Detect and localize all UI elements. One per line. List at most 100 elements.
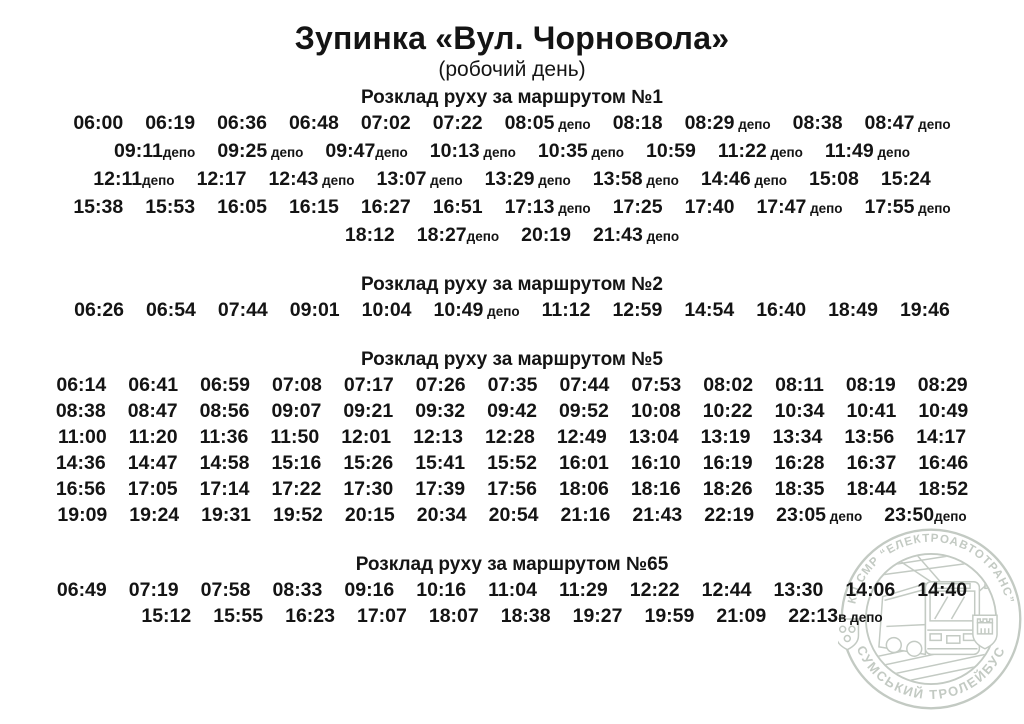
- time-entry: 11:12: [541, 299, 591, 321]
- time-entry: 12:59: [612, 299, 663, 321]
- time-entry: 13:19: [700, 426, 751, 448]
- time-entry: 09:25 депо: [217, 138, 303, 166]
- time-entry: 13:56: [844, 426, 895, 448]
- time-entry: 13:04: [628, 426, 679, 448]
- time-entry: 23:50 депо: [884, 502, 966, 530]
- time-entry: 17:05: [127, 478, 178, 500]
- time-entry: 10:13 депо: [430, 138, 516, 166]
- time-entry: 15:12: [141, 605, 192, 627]
- time-entry: 23:05 депо: [776, 502, 862, 530]
- time-entry: 07:19: [128, 579, 179, 601]
- time-entry: 10:59: [646, 140, 696, 162]
- time-entry: 07:58: [200, 579, 251, 601]
- time-entry: 11:00: [57, 426, 107, 448]
- time-entry: 18:38: [500, 605, 551, 627]
- time-entry: 08:11: [775, 374, 824, 396]
- time-entry: 11:22 депо: [718, 138, 803, 166]
- time-entry: 06:19: [145, 112, 196, 134]
- schedule-row: 19:09 19:24 19:31 19:52 20:15 20:34 20:54 21:16…: [0, 502, 1024, 530]
- time-entry: 21:43: [632, 504, 683, 526]
- schedule-row: 15:38 15:53 16:05 16:15 16:27 16:51 17:13 депо…: [0, 194, 1024, 222]
- schedule-row: 15:12 15:55 16:23 17:07 18:07 18:38 19:27 19:59…: [0, 603, 1024, 631]
- time-entry: 17:55 депо: [865, 194, 951, 222]
- time-entry: 18:06: [558, 478, 609, 500]
- schedule-row: 11:00 11:20 11:36 11:50 12:01 12:13 12:28 12:49…: [0, 424, 1024, 450]
- time-entry: 13:34: [772, 426, 823, 448]
- depot-note: депо: [734, 117, 771, 132]
- schedule-content: Зупинка «Вул. Чорновола» (робочий день) …: [0, 20, 1024, 631]
- time-entry: 10:35 депо: [538, 138, 624, 166]
- time-entry: 15:16: [271, 452, 322, 474]
- time-entry: 12:01: [341, 426, 392, 448]
- time-entry: 06:48: [288, 112, 339, 134]
- time-entry: 09:07: [271, 400, 322, 422]
- time-entry: 16:27: [360, 196, 411, 218]
- time-entry: 18:35: [774, 478, 825, 500]
- time-entry: 07:44: [217, 299, 268, 321]
- time-entry: 15:38: [73, 196, 124, 218]
- time-entry: 11:29: [558, 579, 608, 601]
- schedule-row: 09:11 депо 09:25 депо 09:47 депо 10:13 депо 10…: [0, 138, 1024, 166]
- time-entry: 16:40: [756, 299, 807, 321]
- time-entry: 07:08: [271, 374, 322, 396]
- time-entry: 10:22: [702, 400, 753, 422]
- time-entry: 19:59: [644, 605, 695, 627]
- time-entry: 20:54: [488, 504, 539, 526]
- time-entry: 20:19: [521, 224, 571, 246]
- time-entry: 13:29 депо: [485, 166, 571, 194]
- route-section: Розклад руху за маршрутом №5 06:14 06:41 06…: [0, 347, 1024, 530]
- time-entry: 14:06: [845, 579, 896, 601]
- time-entry: 09:47 депо: [325, 138, 407, 166]
- time-entry: 07:17: [343, 374, 394, 396]
- time-entry: 07:44: [559, 374, 610, 396]
- schedule-row: 06:49 07:19 07:58 08:33 09:16 10:16 11:04 11:29…: [0, 577, 1024, 603]
- time-entry: 08:29: [917, 374, 968, 396]
- time-entry: 15:53: [145, 196, 196, 218]
- depot-note: депо: [642, 229, 680, 244]
- time-entry: 06:36: [217, 112, 267, 134]
- time-entry: 15:26: [343, 452, 394, 474]
- time-entry: 16:37: [846, 452, 897, 474]
- depot-note: в депо: [838, 610, 883, 625]
- time-entry: 11:04: [488, 579, 537, 601]
- time-entry: 09:42: [487, 400, 537, 422]
- depot-note: депо: [318, 173, 355, 188]
- time-entry: 14:58: [199, 452, 250, 474]
- route-header: Розклад руху за маршрутом №2: [360, 274, 663, 295]
- time-entry: 17:56: [487, 478, 537, 500]
- time-entry: 09:11 депо: [114, 138, 195, 166]
- time-entry: 07:22: [432, 112, 483, 134]
- time-entry: 09:01: [289, 299, 340, 321]
- time-entry: 17:30: [343, 478, 394, 500]
- depot-note: депо: [483, 304, 520, 319]
- time-entry: 16:10: [630, 452, 681, 474]
- time-entry: 06:41: [128, 374, 179, 396]
- time-entry: 18:49: [828, 299, 878, 321]
- time-entry: 08:29 депо: [685, 110, 771, 138]
- route-header: Розклад руху за маршрутом №65: [355, 554, 669, 575]
- schedule-row: 14:36 14:47 14:58 15:16 15:26 15:41 15:52 16:01…: [0, 450, 1024, 476]
- schedule-row: 12:11 депо 12:17 12:43 депо 13:07 депо 13:29 …: [0, 166, 1024, 194]
- time-entry: 17:13 депо: [505, 194, 591, 222]
- time-entry: 08:38: [792, 112, 843, 134]
- time-entry: 10:16: [416, 579, 467, 601]
- time-entry: 12:44: [701, 579, 752, 601]
- time-entry: 15:41: [415, 452, 466, 474]
- time-entry: 08:18: [612, 112, 663, 134]
- time-entry: 10:49 депо: [434, 297, 520, 325]
- time-entry: 14:40: [917, 579, 968, 601]
- trolleybus-logo-watermark: КП СМР “ЕЛЕКТРОАВТОТРАНС” СУМСЬКИЙ ТРОЛЕ…: [838, 528, 1022, 710]
- time-entry: 08:47: [127, 400, 178, 422]
- time-entry: 20:34: [416, 504, 467, 526]
- time-entry: 16:56: [55, 478, 106, 500]
- depot-note: депо: [466, 229, 500, 244]
- time-entry: 06:59: [200, 374, 250, 396]
- time-entry: 08:19: [845, 374, 896, 396]
- depot-note: депо: [914, 117, 951, 132]
- time-entry: 08:05 депо: [505, 110, 591, 138]
- right-shield: [972, 614, 998, 650]
- time-entry: 16:28: [774, 452, 825, 474]
- time-entry: 19:52: [273, 504, 323, 526]
- time-entry: 17:39: [415, 478, 466, 500]
- time-entry: 17:47 депо: [756, 194, 842, 222]
